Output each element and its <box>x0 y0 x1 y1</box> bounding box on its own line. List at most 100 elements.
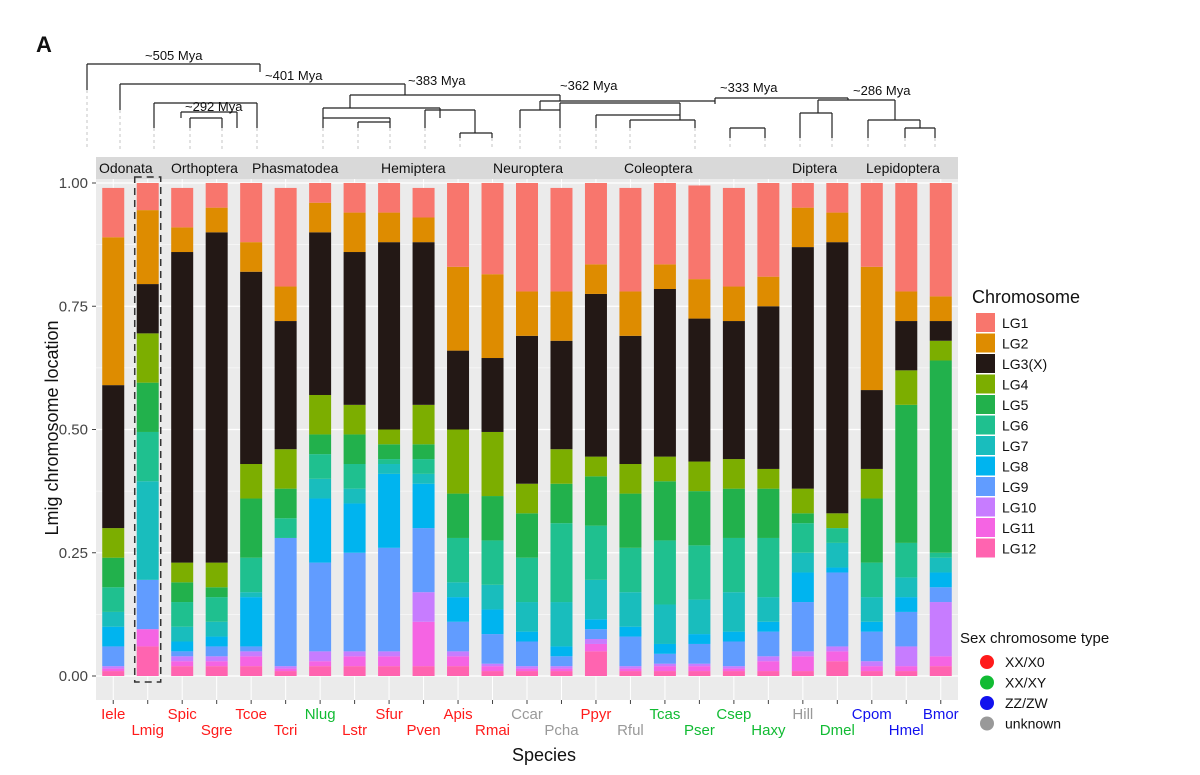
species-label-iele: Iele <box>101 706 125 723</box>
bar-stack-tcas <box>653 183 676 676</box>
bar-segment <box>481 274 504 359</box>
bar-segment <box>136 333 159 383</box>
bar-segment <box>550 602 573 647</box>
bar-segment <box>791 513 814 524</box>
species-label-apis: Apis <box>443 706 472 723</box>
bar-segment <box>929 296 952 322</box>
bar-segment <box>205 207 228 233</box>
bar-stack-rmai <box>481 183 504 676</box>
bar-segment <box>102 666 125 669</box>
bar-segment <box>826 646 849 652</box>
y-tick-label: 0.25 <box>59 545 88 562</box>
bar-stack-cpom <box>860 183 883 676</box>
bar-segment <box>343 666 366 676</box>
highlight-box <box>133 176 162 683</box>
bar-segment <box>584 629 607 640</box>
bar-segment <box>481 609 504 635</box>
bar-segment <box>860 266 883 391</box>
bar-segment <box>688 671 711 676</box>
bar-segment <box>688 545 711 600</box>
bar-segment <box>722 666 745 669</box>
bar-segment <box>343 656 366 667</box>
order-label: Diptera <box>792 160 837 176</box>
bar-segment <box>826 212 849 243</box>
species-label-pser: Pser <box>684 722 715 739</box>
bar-segment <box>447 656 470 667</box>
bar-segment <box>722 592 745 632</box>
species-label-haxy: Haxy <box>751 722 786 739</box>
bar-segment <box>550 340 573 450</box>
bar-segment <box>619 464 642 494</box>
bar-segment <box>274 666 297 669</box>
bar-segment <box>826 661 849 676</box>
y-axis-title: Lmig chromosome location <box>42 320 62 535</box>
bar-stack-dmel <box>826 183 849 676</box>
bar-segment <box>171 656 194 662</box>
bar-segment <box>274 537 297 667</box>
bar-segment <box>240 271 263 465</box>
legend-swatch <box>976 477 995 496</box>
bar-segment <box>722 671 745 676</box>
bar-segment <box>860 183 883 267</box>
bar-segment <box>929 587 952 603</box>
legend-label: LG6 <box>1002 418 1029 434</box>
legend-label: LG1 <box>1002 315 1029 331</box>
bar-segment <box>205 232 228 563</box>
bar-segment <box>757 276 780 307</box>
bar-segment <box>240 557 263 593</box>
order-label: Orthoptera <box>171 160 238 176</box>
bar-stack-pser <box>688 185 711 676</box>
bar-segment <box>929 602 952 657</box>
bar-segment <box>171 582 194 603</box>
bar-segment <box>688 491 711 546</box>
bar-segment <box>791 488 814 514</box>
sex-legend-dot <box>980 675 994 690</box>
bar-segment <box>688 185 711 280</box>
legend-swatch <box>976 374 995 394</box>
legend-swatch <box>976 313 995 332</box>
bar-segment <box>516 291 538 336</box>
bar-segment <box>619 187 642 292</box>
legend-swatch <box>976 395 995 414</box>
bar-segment <box>688 663 711 667</box>
bar-segment <box>274 449 297 489</box>
bar-segment <box>895 370 918 405</box>
bar-segment <box>378 212 401 243</box>
bar-segment <box>619 493 642 548</box>
bar-segment <box>619 666 642 669</box>
bar-segment <box>412 621 435 667</box>
species-label-rmai: Rmai <box>475 722 510 739</box>
bar-segment <box>309 183 332 203</box>
sex-legend-label: unknown <box>1005 716 1061 732</box>
bar-segment <box>378 464 401 474</box>
bar-segment <box>757 597 780 622</box>
bar-segment <box>722 488 745 538</box>
species-label-rful: Rful <box>617 722 644 739</box>
bar-stack-ccar <box>516 183 538 676</box>
bar-segment <box>826 242 849 514</box>
bar-segment <box>274 488 297 519</box>
chromosome-legend: Chromosome LG1 LG2 LG3(X) LG4 LG5 LG6 LG7 LG8 LG… <box>972 287 1080 558</box>
age-label: ~362 Mya <box>560 78 618 93</box>
bar-segment <box>688 318 711 462</box>
bar-segment <box>102 646 125 667</box>
bar-stack-pcha <box>550 187 573 676</box>
age-label: ~505 Mya <box>145 48 203 63</box>
bar-segment <box>102 626 125 647</box>
legend-swatch <box>976 538 995 558</box>
bar-segment <box>309 454 332 479</box>
bar-segment <box>757 468 780 489</box>
bar-segment <box>309 562 332 652</box>
bar-segment <box>378 666 401 676</box>
bar-segment <box>550 449 573 484</box>
legend-label: LG11 <box>1002 520 1035 536</box>
bar-segment <box>309 232 332 395</box>
bar-segment <box>860 671 883 676</box>
bar-segment <box>722 537 745 593</box>
y-tick-label: 0.00 <box>59 668 88 685</box>
bar-segment <box>205 666 228 676</box>
bar-segment <box>171 252 194 563</box>
bar-segment <box>309 478 332 499</box>
order-strip: Odonata Orthoptera Phasmatodea Hemiptera Neu… <box>96 157 958 179</box>
bar-segment <box>447 266 470 351</box>
